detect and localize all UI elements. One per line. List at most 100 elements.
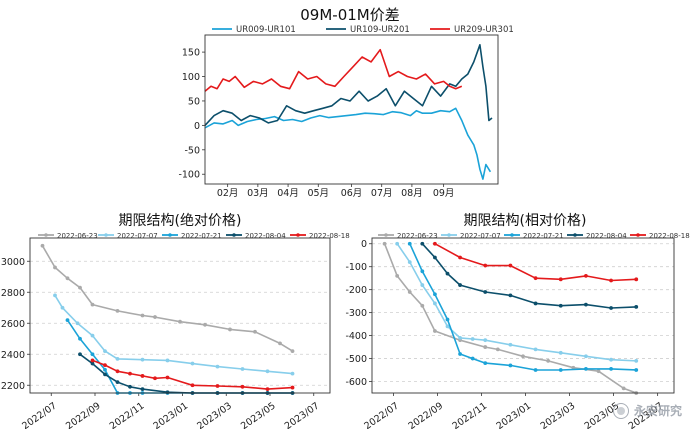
chart2-x-tick-label: 2023/07 — [283, 400, 322, 429]
chart3-series-point — [609, 366, 613, 371]
chart2-legend-label: 2022-06-23 — [57, 232, 98, 240]
chart2-series-point — [153, 376, 157, 381]
chart3-series-point — [445, 324, 450, 329]
chart3-series-point — [533, 301, 538, 306]
chart3-series-point — [508, 293, 513, 298]
chart2-legend-label: 2022-08-18 — [309, 232, 350, 240]
chart3-series-point — [483, 345, 488, 349]
chart1-x-tick-label: 08月 — [401, 188, 423, 199]
chart2-series-point — [53, 293, 57, 298]
chart1-plot-frame — [204, 34, 499, 185]
chart2-legend-marker — [232, 233, 236, 237]
chart2-legend-label: 2022-07-07 — [117, 232, 158, 240]
chart3-series-point — [483, 361, 488, 366]
watermark-text: 永安研究 — [633, 404, 682, 418]
chart3-x-tick-label: 2023/03 — [539, 400, 578, 429]
chart3-series-point — [508, 263, 513, 268]
chart2-series-point — [115, 380, 120, 385]
chart2-x-tick-label: 2023/03 — [195, 400, 234, 429]
chart3-legend-marker — [573, 233, 577, 237]
chart3-x-tick-label: 2023/01 — [495, 400, 534, 429]
chart3-series-point — [458, 255, 462, 260]
chart3-legend-marker — [510, 233, 514, 237]
chart2-series-point — [240, 367, 245, 371]
chart3-series-point — [508, 363, 513, 368]
chart2-series-point — [140, 313, 145, 318]
chart3-series-point — [533, 276, 538, 281]
chart3-legend-marker — [636, 233, 640, 237]
chart2-series-point — [140, 357, 145, 362]
chart3-legend-label: 2022-08-04 — [586, 232, 627, 240]
chart2-x-tick-label: 2022/07 — [20, 400, 59, 429]
chart2-y-tick-label: 2400 — [1, 350, 25, 361]
chart3-title: 期限结构(相对价格) — [464, 213, 587, 229]
chart2-series-point — [140, 374, 145, 378]
chart3-series-point — [483, 338, 488, 343]
chart2-series-point — [90, 358, 95, 363]
chart2-series-point — [115, 357, 120, 361]
chart3-y-tick-label: -400 — [345, 331, 367, 342]
chart3-series-line-1 — [383, 243, 637, 394]
chart2-series-point — [65, 276, 70, 281]
chart3-x-tick-label: 2022/11 — [451, 400, 490, 429]
chart1-y-tick-label: -50 — [184, 145, 200, 156]
chart3-series-point — [382, 241, 387, 246]
chart2-series-point — [190, 383, 195, 388]
chart2-series-point — [115, 308, 120, 313]
chart3-legend-label: 2022-07-07 — [460, 232, 501, 240]
chart2-series-point — [75, 321, 80, 326]
chart2-series-point — [240, 384, 245, 389]
chart2-series-point — [215, 384, 220, 388]
chart2-series-point — [278, 341, 282, 346]
chart2-legend-marker — [168, 233, 172, 237]
chart3-y-tick-label: -100 — [345, 262, 367, 273]
chart2-series-point — [40, 243, 45, 248]
chart3-series-point — [584, 273, 588, 278]
chart1-x-tick-label: 02月 — [217, 188, 239, 199]
chart1-x-tick-label: 06月 — [341, 188, 363, 199]
chart3-legend-marker — [447, 233, 451, 237]
chart3-series-point — [407, 260, 412, 265]
chart2-y-tick-label: 2600 — [1, 319, 25, 330]
chart2-series-point — [103, 367, 107, 372]
chart2-x-tick-label: 2022/09 — [64, 400, 103, 429]
chart1-x-tick-label: 03月 — [247, 188, 269, 199]
chart3-legend-marker — [384, 233, 388, 237]
chart3-series-point — [584, 354, 588, 359]
chart2-y-tick-label: 3000 — [1, 257, 25, 268]
chart3-series-point — [407, 241, 412, 246]
chart1-series-line-1 — [204, 107, 492, 180]
chart3-series-point — [596, 369, 601, 374]
chart2-series-point — [165, 390, 170, 395]
chart3-series-point — [621, 386, 626, 391]
chart3-series-point — [533, 347, 538, 352]
chart2-series-point — [165, 358, 170, 363]
chart2-legend-marker — [44, 233, 48, 237]
chart3-series-point — [558, 303, 563, 308]
chart1-y-tick-label: -100 — [178, 170, 200, 181]
chart3-series-point — [433, 292, 437, 297]
chart3-series-point — [470, 356, 475, 361]
chart3-series-point — [546, 358, 551, 363]
chart3-y-tick-label: -200 — [345, 285, 367, 296]
chart2-series-point — [60, 305, 65, 310]
chart1-series-line-2 — [204, 44, 493, 126]
chart2-x-tick-label: 2023/01 — [152, 400, 191, 429]
chart2-series-point — [53, 265, 57, 270]
chart3-series-line-5 — [434, 242, 637, 282]
chart3-series-point — [634, 304, 639, 309]
chart2-series-point — [103, 363, 107, 367]
chart1-y-tick-label: 0 — [194, 121, 200, 132]
chart2-series-point — [203, 322, 207, 327]
chart2-y-tick-label: 2200 — [1, 381, 25, 392]
chart3-series-line-2 — [396, 243, 637, 362]
chart3-series-point — [433, 301, 437, 306]
chart3-series-point — [609, 357, 613, 362]
chart3-series-point — [420, 269, 425, 274]
chart3-legend-label: 2022-08-18 — [649, 232, 690, 240]
chart2-series-line-5 — [92, 359, 293, 390]
chart3-legend-label: 2022-06-23 — [397, 232, 438, 240]
chart3-series-point — [558, 277, 563, 282]
chart3-series-point — [433, 255, 437, 260]
chart3-series-point — [395, 241, 400, 246]
